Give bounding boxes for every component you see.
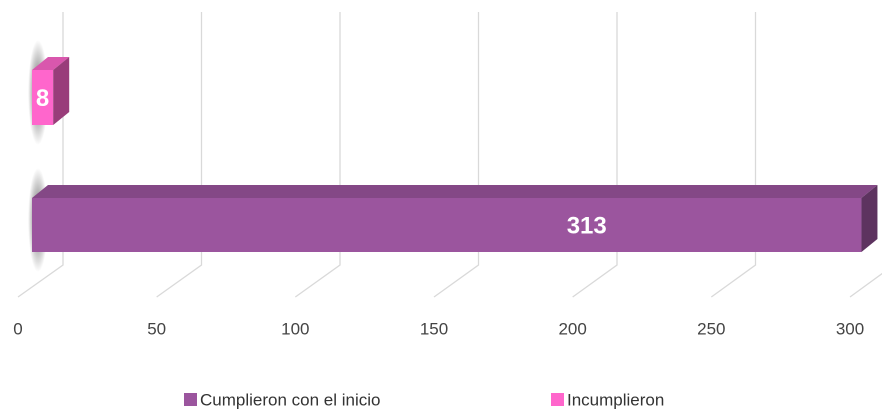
grid-line: [294, 12, 341, 298]
x-tick-label: 200: [558, 319, 586, 338]
x-tick-label: 150: [420, 319, 448, 338]
legend-label: Incumplieron: [567, 390, 664, 409]
x-tick-label: 250: [697, 319, 725, 338]
x-tick-label: 100: [281, 319, 309, 338]
grid-line: [572, 12, 618, 298]
legend-swatch: [551, 393, 564, 406]
bar-top: [32, 185, 878, 198]
grid-line: [710, 12, 757, 298]
legend-swatch: [184, 393, 197, 406]
x-tick-label: 0: [13, 319, 22, 338]
bar-side: [53, 57, 70, 125]
x-tick-label: 300: [836, 319, 864, 338]
bar-front: [32, 198, 862, 252]
bar-side: [861, 185, 878, 252]
grid-line: [433, 12, 480, 298]
data-label: 313: [567, 212, 607, 239]
x-tick-label: 50: [147, 319, 166, 338]
data-label: 8: [36, 85, 49, 112]
legend-label: Cumplieron con el inicio: [200, 390, 380, 409]
bar-top: [32, 57, 70, 70]
grid-line: [156, 12, 203, 298]
grid-line: [849, 272, 882, 298]
bar-front: [32, 70, 54, 125]
bar: [32, 57, 70, 125]
bar: [32, 185, 878, 252]
